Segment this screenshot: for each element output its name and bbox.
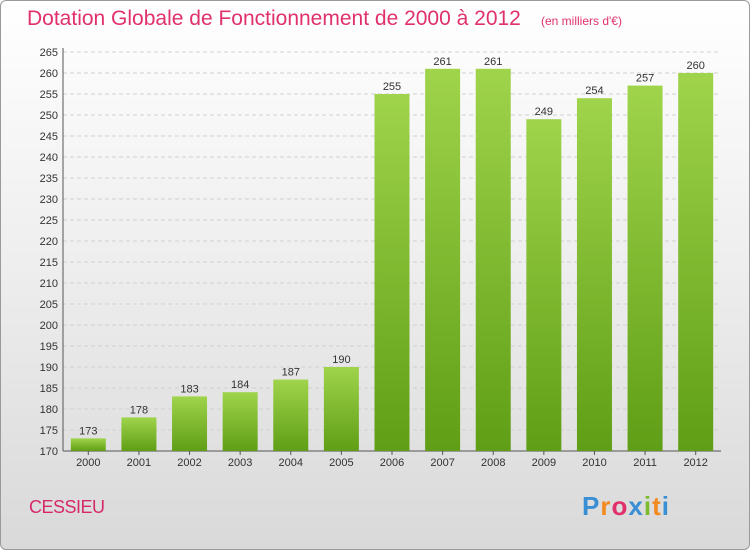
bar: [526, 119, 562, 451]
bar: [70, 438, 106, 451]
bar-value-label: 249: [535, 106, 553, 118]
y-tick-label: 180: [40, 404, 58, 416]
chart-unit-note: (en milliers d'€): [541, 14, 622, 28]
bar-value-label: 260: [687, 60, 705, 72]
y-tick-label: 190: [40, 362, 58, 374]
bar: [273, 379, 309, 451]
bar-value-label: 261: [433, 56, 451, 68]
y-tick-label: 260: [40, 68, 58, 80]
x-tick-label: 2011: [633, 457, 657, 469]
y-tick-label: 185: [40, 383, 58, 395]
logo-letter: P: [582, 491, 601, 521]
logo-letter: i: [643, 491, 653, 521]
x-tick-label: 2002: [177, 457, 201, 469]
bar: [627, 85, 663, 451]
x-tick-label: 2006: [380, 457, 404, 469]
y-tick-label: 230: [40, 194, 58, 206]
y-tick-label: 245: [40, 131, 58, 143]
y-tick-label: 250: [40, 110, 58, 122]
logo-letter: t: [652, 491, 662, 521]
logo-letter: o: [611, 491, 629, 521]
x-tick-label: 2000: [76, 457, 100, 469]
x-tick-label: 2007: [430, 457, 454, 469]
bar-value-label: 254: [585, 85, 603, 97]
x-tick-label: 2001: [127, 457, 151, 469]
y-tick-label: 200: [40, 320, 58, 332]
logo-letter: x: [628, 491, 644, 521]
y-tick-label: 255: [40, 89, 58, 101]
bar: [374, 94, 410, 451]
y-tick-label: 220: [40, 236, 58, 248]
proxiti-logo: Proxiti: [582, 491, 670, 522]
bar-value-label: 173: [79, 425, 97, 437]
bar: [121, 417, 157, 451]
bar: [222, 392, 258, 451]
bar: [678, 73, 714, 451]
x-tick-label: 2009: [532, 457, 556, 469]
y-tick-label: 240: [40, 152, 58, 164]
bar: [576, 98, 612, 451]
logo-letter: i: [661, 491, 670, 521]
bar-value-label: 257: [636, 73, 654, 85]
x-tick-label: 2008: [481, 457, 505, 469]
x-tick-label: 2010: [582, 457, 606, 469]
bar: [475, 68, 511, 452]
x-tick-label: 2004: [279, 457, 303, 469]
y-tick-label: 175: [40, 425, 58, 437]
bar-value-label: 183: [180, 383, 198, 395]
y-tick-label: 205: [40, 299, 58, 311]
y-tick-label: 170: [40, 446, 58, 458]
bar: [172, 396, 208, 451]
bar-value-label: 187: [282, 367, 300, 379]
logo-letter: r: [600, 491, 612, 521]
y-tick-label: 215: [40, 257, 58, 269]
y-tick-label: 210: [40, 278, 58, 290]
x-tick-label: 2005: [329, 457, 353, 469]
bar-value-label: 178: [130, 404, 148, 416]
bar: [425, 68, 461, 452]
y-tick-label: 225: [40, 215, 58, 227]
x-tick-label: 2012: [683, 457, 707, 469]
bar-value-label: 190: [332, 354, 350, 366]
y-tick-label: 235: [40, 173, 58, 185]
x-tick-label: 2003: [228, 457, 252, 469]
chart-title: Dotation Globale de Fonctionnement de 20…: [27, 7, 521, 30]
bar: [323, 367, 359, 451]
y-tick-label: 265: [40, 47, 58, 59]
bar-value-label: 184: [231, 379, 249, 391]
bar-value-label: 255: [383, 81, 401, 93]
bar-value-label: 261: [484, 56, 502, 68]
commune-name: CESSIEU: [29, 497, 105, 517]
y-tick-label: 195: [40, 341, 58, 353]
